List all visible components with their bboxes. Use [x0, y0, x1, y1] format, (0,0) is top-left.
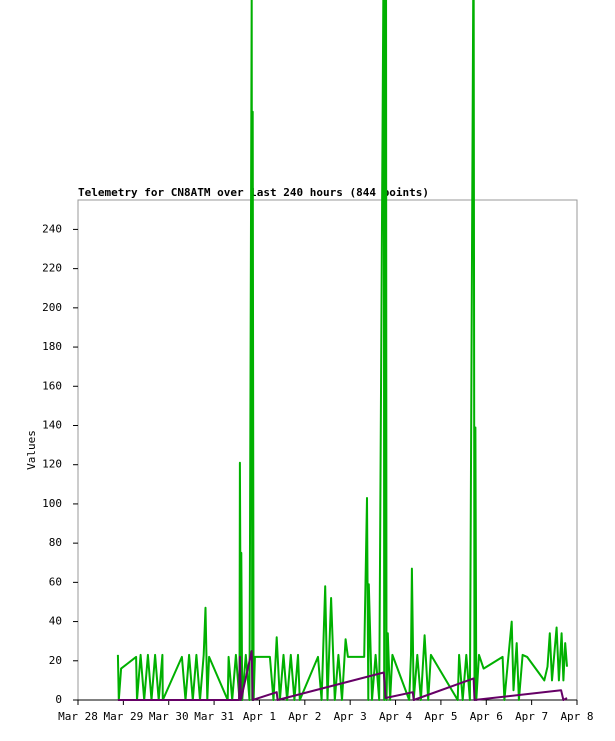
y-tick-label: 180	[42, 340, 62, 353]
x-tick-label: Mar 30	[149, 710, 189, 723]
y-tick-label: 20	[49, 654, 62, 667]
line-series	[117, 650, 568, 701]
x-tick-label: Apr 2	[288, 710, 321, 723]
line-series	[116, 0, 568, 701]
y-tick-label: 40	[49, 615, 62, 628]
y-tick-label: 120	[42, 458, 62, 471]
y-tick-label: 60	[49, 575, 62, 588]
x-tick-label: Apr 7	[515, 710, 548, 723]
x-tick-label: Apr 5	[424, 710, 457, 723]
y-tick-label: 140	[42, 418, 62, 431]
y-tick-label: 200	[42, 301, 62, 314]
x-tick-label: Mar 28	[58, 710, 98, 723]
y-tick-label: 100	[42, 497, 62, 510]
x-tick-label: Mar 29	[103, 710, 143, 723]
x-tick-label: Apr 3	[334, 710, 367, 723]
x-tick-label: Apr 4	[379, 710, 412, 723]
y-tick-label: 240	[42, 222, 62, 235]
y-tick-label: 0	[55, 693, 62, 706]
y-axis-label: Values	[25, 430, 38, 470]
y-tick-label: 220	[42, 262, 62, 275]
x-tick-label: Apr 6	[470, 710, 503, 723]
y-tick-label: 80	[49, 536, 62, 549]
x-tick-label: Apr 8	[560, 710, 593, 723]
plot-frame	[77, 199, 578, 701]
x-tick-label: Apr 1	[243, 710, 276, 723]
y-tick-label: 160	[42, 379, 62, 392]
x-tick-label: Mar 31	[194, 710, 234, 723]
